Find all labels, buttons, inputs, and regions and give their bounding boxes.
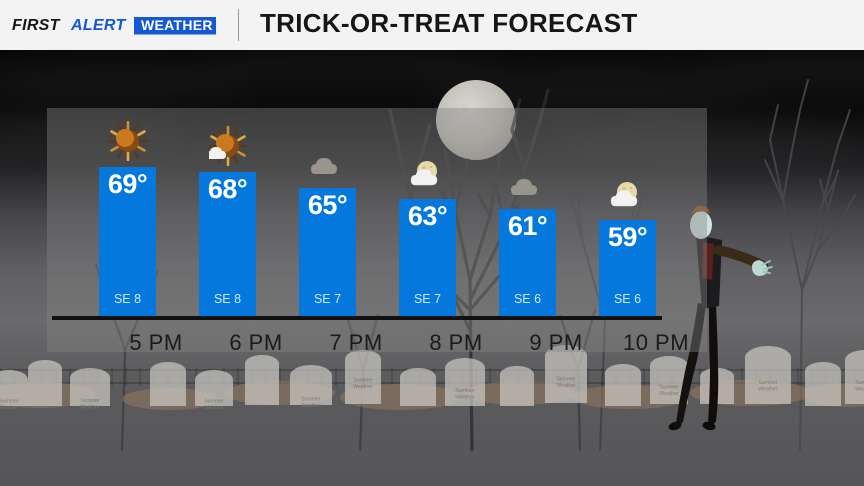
svg-text:FIRST: FIRST [12,17,61,34]
svg-text:ALERT: ALERT [70,17,126,34]
svg-text:WEATHER: WEATHER [141,17,213,33]
